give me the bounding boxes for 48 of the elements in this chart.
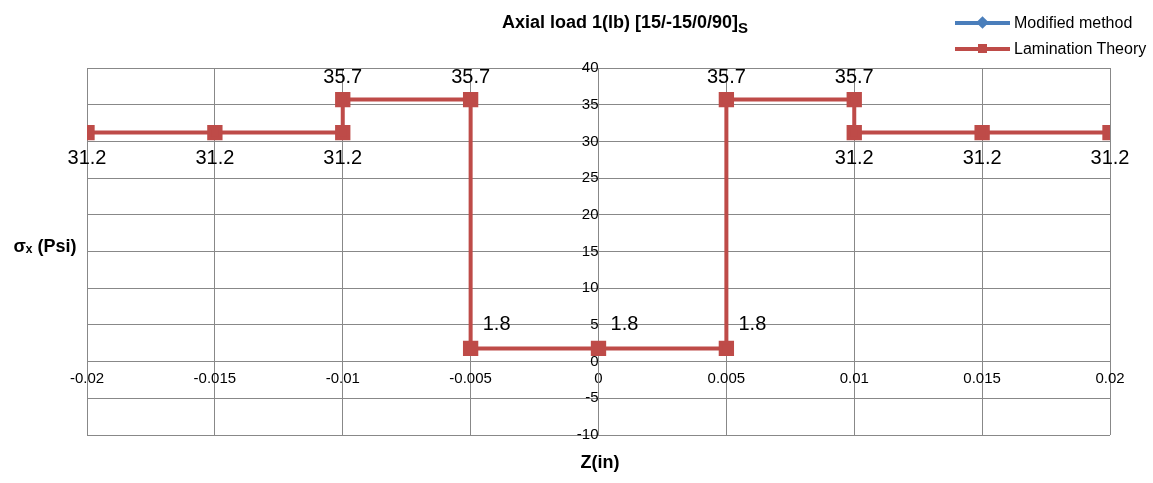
y-tick-label: 35 xyxy=(581,94,599,112)
x-tick-label: 0.005 xyxy=(707,368,746,386)
chart-title: Axial load 1(lb) [15/-15/0/90]$_{S}$ xyxy=(500,12,750,36)
x-tick-label: -0.02 xyxy=(69,368,105,386)
y-tick-label: 20 xyxy=(581,204,599,222)
legend-label: Modified method xyxy=(1014,14,1133,32)
data-label: 31.2 xyxy=(195,146,235,169)
y-tick-label: 15 xyxy=(581,241,599,259)
point xyxy=(335,91,351,108)
data-label: 35.7 xyxy=(323,65,363,88)
y-tick-label: 40 xyxy=(581,58,599,76)
data-label: 31.2 xyxy=(323,146,363,169)
x-tick-label: 0.02 xyxy=(1095,368,1125,386)
point xyxy=(207,124,223,141)
point xyxy=(846,124,862,141)
point xyxy=(590,340,607,357)
y-axis-title: σₓ (Psi) xyxy=(12,236,78,257)
legend-label: Lamination Theory xyxy=(1014,40,1147,58)
data-label: 35.7 xyxy=(706,65,746,88)
data-label: 35.7 xyxy=(834,65,874,88)
data-label: 1.8 xyxy=(610,311,639,334)
x-axis-title: Z(in) xyxy=(579,452,621,473)
data-label: 31.2 xyxy=(1090,146,1130,169)
point xyxy=(335,124,351,141)
point xyxy=(846,91,862,108)
x-tick-label: -0.015 xyxy=(193,368,237,386)
data-label: 31.2 xyxy=(962,146,1002,169)
point xyxy=(718,340,735,357)
y-tick-label: -10 xyxy=(576,425,599,443)
data-label: 35.7 xyxy=(451,65,491,88)
data-label: 31.2 xyxy=(67,146,107,169)
data-label: 1.8 xyxy=(738,311,767,334)
y-tick-label: 5 xyxy=(590,315,599,333)
y-tick-label: 30 xyxy=(581,131,599,149)
x-tick-label: -0.005 xyxy=(449,368,492,386)
point xyxy=(462,340,479,357)
data-label: 31.2 xyxy=(834,146,874,169)
x-tick-label: 0.01 xyxy=(839,368,869,386)
y-tick-label: -5 xyxy=(585,388,599,406)
x-tick-label: 0.015 xyxy=(963,368,1001,386)
data-label: 1.8 xyxy=(482,311,511,334)
y-tick-label: 10 xyxy=(581,278,599,296)
point xyxy=(718,91,735,108)
y-tick-label: 0 xyxy=(590,351,599,369)
point xyxy=(974,124,990,141)
point xyxy=(462,91,479,108)
y-tick-label: 25 xyxy=(581,168,599,186)
x-tick-label: -0.01 xyxy=(325,368,360,386)
